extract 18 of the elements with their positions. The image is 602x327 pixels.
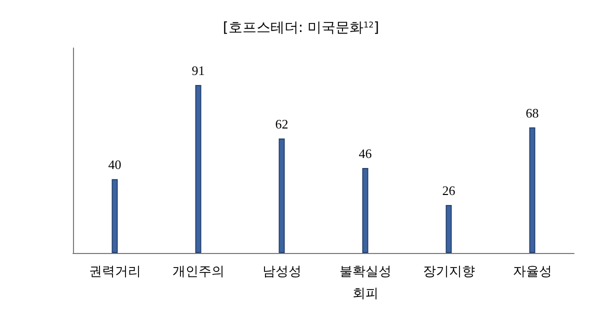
x-tick-label: 장기지향 <box>422 264 475 280</box>
x-tick-label: 남성성 <box>262 264 302 280</box>
bar <box>195 84 202 253</box>
x-tick-label: 불확실성 회피 <box>339 264 392 302</box>
data-label: 91 <box>192 62 205 78</box>
data-label: 40 <box>108 157 122 172</box>
bar <box>278 138 285 253</box>
bar <box>529 127 536 253</box>
x-tick-label: 권력거리 <box>88 264 141 280</box>
bar <box>446 204 452 253</box>
data-label: 46 <box>358 146 372 162</box>
data-label: 62 <box>275 116 288 132</box>
bar <box>362 168 368 253</box>
x-tick-label: 자율성 <box>512 264 552 280</box>
data-label: 68 <box>526 105 539 120</box>
x-tick-label: 개인주의 <box>172 264 224 280</box>
bar <box>112 179 118 253</box>
data-label: 26 <box>442 182 456 198</box>
